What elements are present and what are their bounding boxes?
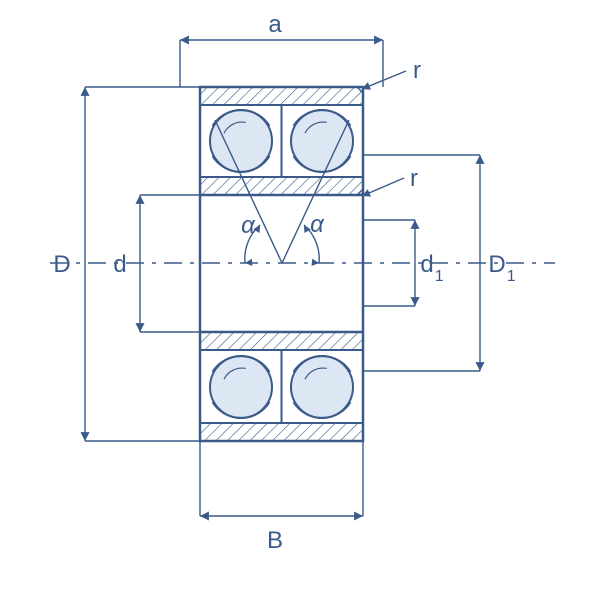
svg-text:a: a bbox=[268, 11, 282, 38]
svg-text:D1: D1 bbox=[488, 251, 515, 285]
svg-text:α: α bbox=[241, 212, 256, 239]
svg-text:r: r bbox=[413, 57, 421, 84]
svg-text:r: r bbox=[410, 165, 418, 192]
svg-text:B: B bbox=[267, 527, 283, 554]
svg-text:α: α bbox=[310, 211, 325, 238]
bearing-diagram: α α a B Dd d1 D1 r r bbox=[0, 0, 600, 600]
svg-text:d1: d1 bbox=[420, 251, 443, 285]
svg-text:D: D bbox=[53, 251, 70, 278]
svg-text:d: d bbox=[113, 251, 126, 278]
